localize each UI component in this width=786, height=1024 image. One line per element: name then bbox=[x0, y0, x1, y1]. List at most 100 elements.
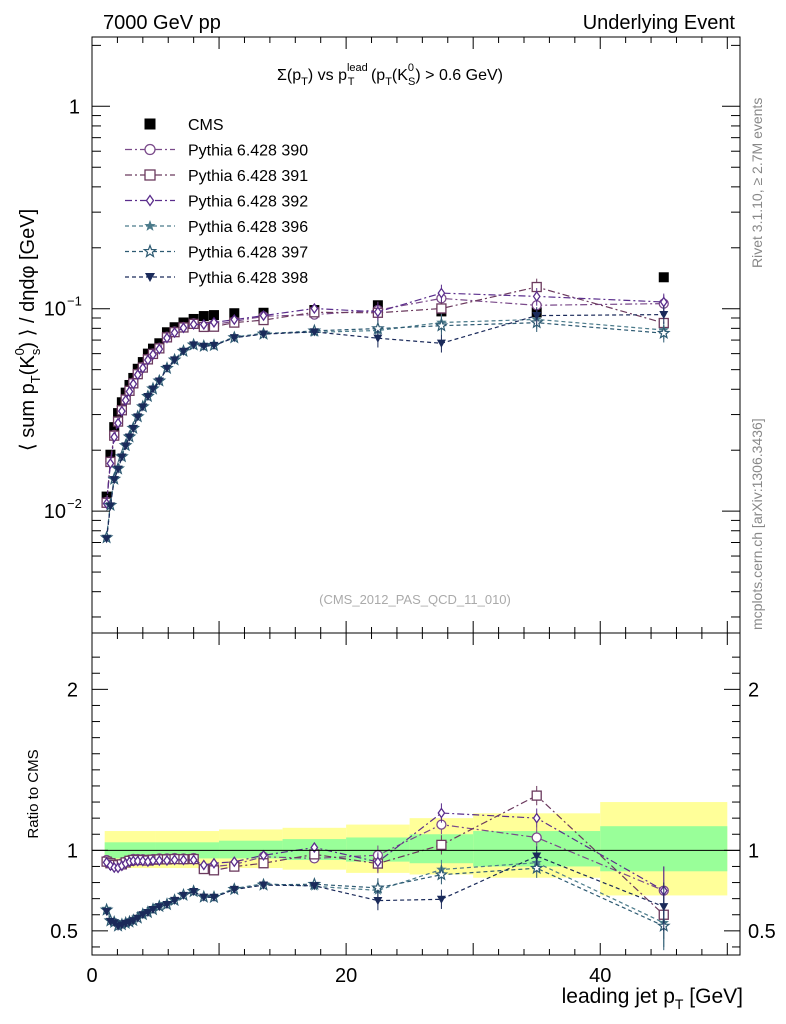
data-point bbox=[532, 290, 541, 303]
y-tick-label: 10 bbox=[44, 501, 66, 523]
series-pythia-6-428-392 bbox=[102, 284, 668, 510]
data-point bbox=[532, 311, 542, 321]
data-point bbox=[434, 318, 449, 332]
ratio-point bbox=[106, 860, 115, 872]
ratio-point bbox=[532, 852, 542, 861]
ratio-point bbox=[199, 893, 209, 902]
y-tick-exponent: −2 bbox=[67, 496, 82, 511]
data-point bbox=[199, 318, 208, 331]
ratio-point bbox=[143, 909, 153, 918]
ratio-y-tick-label-right: 0.5 bbox=[748, 921, 776, 943]
xlabel: leading jet pT [GeV] bbox=[562, 985, 743, 1012]
data-point bbox=[114, 417, 122, 429]
legend-label: Pythia 6.428 392 bbox=[188, 194, 308, 211]
data-point bbox=[148, 385, 158, 394]
ratio-point bbox=[154, 903, 164, 912]
data-point bbox=[309, 328, 319, 337]
legend-entry: CMS bbox=[144, 117, 224, 134]
ratio-point bbox=[259, 849, 268, 861]
legend-marker bbox=[145, 273, 155, 282]
plot-title: Σ(pT) vs plead T (pT(K0 S) > 0.6 GeV) bbox=[277, 62, 503, 88]
ratio-point bbox=[434, 867, 449, 881]
x-tick-label: 40 bbox=[589, 965, 611, 987]
ratio-point bbox=[155, 855, 164, 867]
header-right: Underlying Event bbox=[583, 12, 736, 34]
data-point bbox=[189, 318, 198, 330]
data-point bbox=[229, 334, 239, 343]
band-inner bbox=[600, 826, 728, 872]
legend-label: Pythia 6.428 396 bbox=[188, 219, 308, 236]
ratio-y-tick-label-right: 1 bbox=[748, 840, 759, 862]
ratio-point bbox=[170, 896, 180, 905]
data-point bbox=[373, 306, 382, 318]
series-layer bbox=[99, 272, 671, 951]
ratio-point bbox=[162, 901, 172, 910]
ratio-point bbox=[259, 881, 269, 890]
legend-marker bbox=[142, 243, 158, 258]
watermark: (CMS_2012_PAS_QCD_11_010) bbox=[319, 592, 511, 607]
data-point bbox=[109, 422, 120, 433]
ratio-y-tick-label: 0.5 bbox=[50, 921, 78, 943]
ratio-point bbox=[178, 891, 188, 900]
ratio-point bbox=[199, 859, 208, 871]
legend-label: Pythia 6.428 390 bbox=[188, 143, 308, 160]
data-point bbox=[105, 502, 115, 511]
ratio-point bbox=[659, 903, 669, 912]
ratio-point bbox=[133, 855, 142, 867]
y-tick-exponent: −1 bbox=[67, 294, 82, 309]
side-text-rivet: Rivet 3.1.10, ≥ 2.7M events bbox=[749, 98, 765, 268]
data-point bbox=[659, 311, 669, 320]
ratio-point bbox=[189, 887, 199, 897]
data-point bbox=[149, 348, 157, 361]
ratio-y-tick-label: 2 bbox=[67, 679, 78, 701]
data-point bbox=[117, 453, 127, 462]
legend-entry: Pythia 6.428 398 bbox=[125, 270, 308, 287]
data-point bbox=[133, 413, 143, 422]
data-point bbox=[163, 332, 171, 344]
ratio-point bbox=[102, 856, 111, 869]
data-point bbox=[259, 330, 269, 339]
data-point bbox=[170, 326, 179, 339]
data-point bbox=[209, 341, 219, 351]
data-point bbox=[162, 364, 172, 373]
data-point bbox=[125, 385, 134, 398]
data-point bbox=[133, 369, 142, 381]
ratio-point bbox=[437, 807, 446, 819]
ratio-point bbox=[102, 907, 112, 917]
ratio-point bbox=[179, 854, 188, 866]
ratio-y-tick-label: 1 bbox=[67, 840, 78, 862]
ratio-point bbox=[531, 790, 542, 801]
y-tick-label: 1 bbox=[69, 96, 80, 118]
data-point bbox=[106, 457, 115, 470]
data-point bbox=[199, 342, 209, 351]
ratio-point bbox=[149, 855, 157, 867]
data-point bbox=[656, 325, 671, 339]
legend-marker bbox=[145, 194, 155, 207]
data-point bbox=[436, 303, 447, 314]
series-pythia-6-428-391 bbox=[101, 278, 669, 508]
data-point bbox=[210, 316, 218, 329]
ratio-point bbox=[209, 893, 219, 902]
data-point bbox=[373, 334, 383, 343]
ylabel-ratio: Ratio to CMS bbox=[25, 749, 42, 838]
data-point bbox=[154, 377, 164, 386]
x-tick-label: 0 bbox=[86, 965, 97, 987]
data-point bbox=[143, 393, 153, 402]
data-point bbox=[437, 287, 446, 299]
data-point bbox=[658, 272, 669, 283]
ratio-point bbox=[531, 832, 542, 843]
data-point bbox=[113, 465, 123, 474]
data-point bbox=[121, 442, 131, 451]
legend-label: CMS bbox=[188, 117, 224, 134]
legend-marker bbox=[144, 118, 156, 130]
data-point bbox=[155, 343, 164, 355]
ratio-point bbox=[436, 839, 447, 851]
data-point bbox=[230, 314, 239, 326]
ratio-point bbox=[170, 854, 179, 866]
series-pythia-6-428-398 bbox=[102, 306, 669, 544]
ratio-point bbox=[529, 861, 544, 875]
data-point bbox=[138, 362, 147, 374]
legend-marker bbox=[144, 220, 156, 231]
